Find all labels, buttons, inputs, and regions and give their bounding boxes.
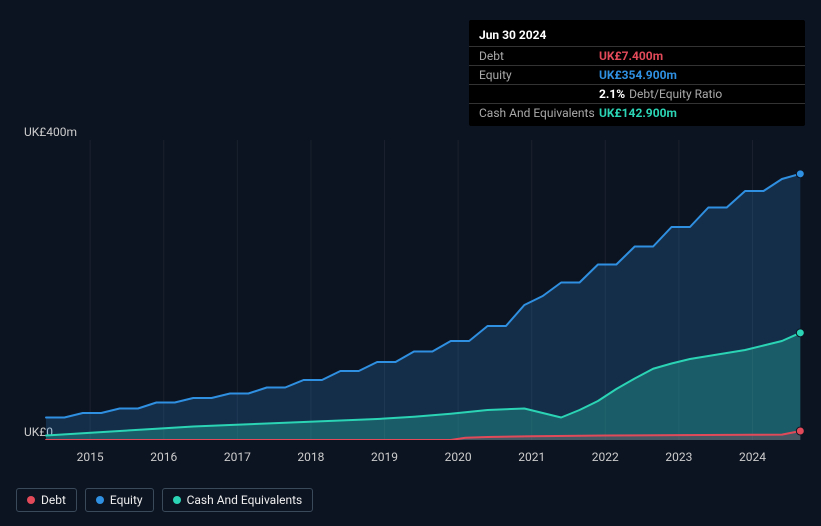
x-axis-label: 2023 — [665, 450, 692, 464]
x-axis-label: 2015 — [77, 450, 104, 464]
x-axis-label: 2017 — [224, 450, 251, 464]
y-axis-label: UK£400m — [24, 125, 77, 139]
legend-item-equity[interactable]: Equity — [85, 488, 154, 512]
tooltip-row-value: 2.1% — [599, 87, 625, 101]
tooltip-date: Jun 30 2024 — [469, 26, 805, 46]
x-axis-label: 2016 — [150, 450, 177, 464]
x-axis-label: 2020 — [445, 450, 472, 464]
tooltip-row: EquityUK£354.900m — [469, 65, 805, 84]
tooltip-row-value: UK£7.400m — [599, 49, 663, 63]
tooltip-row: DebtUK£7.400m — [469, 46, 805, 65]
legend-label: Equity — [110, 493, 143, 507]
x-axis-label: 2018 — [297, 450, 324, 464]
legend-label: Cash And Equivalents — [187, 493, 303, 507]
legend-dot — [173, 496, 181, 504]
tooltip-row-value: UK£354.900m — [599, 68, 677, 82]
x-axis-label: 2024 — [739, 450, 766, 464]
tooltip-row: 2.1% Debt/Equity Ratio — [469, 84, 805, 103]
x-axis-labels: 2015 2016 2017 2018 2019 2020 2021 2022 2023 2024 — [16, 450, 804, 466]
legend-item-cash-and-equivalents[interactable]: Cash And Equivalents — [162, 488, 314, 512]
chart-legend: Debt Equity Cash And Equivalents — [16, 488, 313, 512]
x-axis-label: 2021 — [518, 450, 545, 464]
tooltip-row-label: Cash And Equivalents — [479, 106, 599, 120]
tooltip-row-value: UK£142.900m — [599, 106, 677, 120]
tooltip-row: Cash And EquivalentsUK£142.900m — [469, 103, 805, 122]
tooltip-row-label: Debt — [479, 49, 599, 63]
financial-chart — [16, 140, 804, 440]
legend-dot — [96, 496, 104, 504]
legend-dot — [27, 496, 35, 504]
x-axis-label: 2022 — [592, 450, 619, 464]
tooltip-row-after: Debt/Equity Ratio — [629, 87, 722, 101]
tooltip-row-label: Equity — [479, 68, 599, 82]
legend-item-debt[interactable]: Debt — [16, 488, 77, 512]
data-tooltip: Jun 30 2024 DebtUK£7.400mEquityUK£354.90… — [469, 20, 805, 126]
x-axis-label: 2019 — [371, 450, 398, 464]
legend-label: Debt — [41, 493, 66, 507]
